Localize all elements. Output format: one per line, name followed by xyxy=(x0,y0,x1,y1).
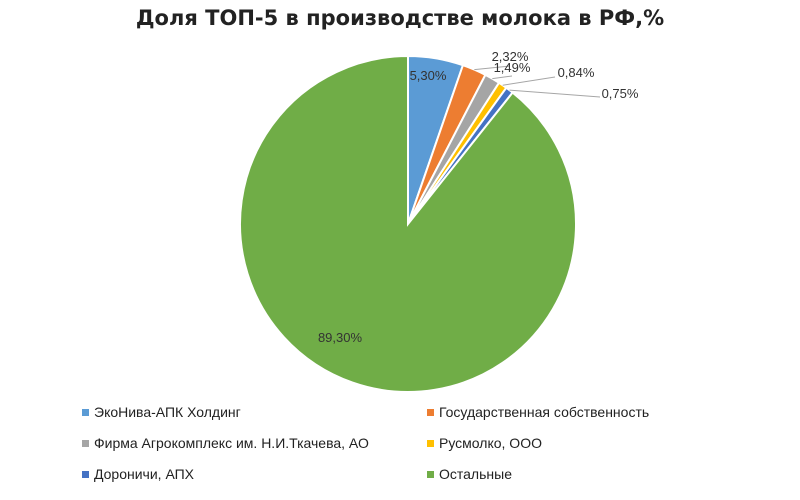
legend-label: ЭкоНива-АПК Холдинг xyxy=(94,404,241,420)
chart-title: Доля ТОП-5 в производстве молока в РФ,% xyxy=(135,6,665,30)
legend-swatch xyxy=(427,439,434,447)
legend-item-2: Государственная собственность xyxy=(427,402,727,422)
legend-swatch xyxy=(82,470,89,478)
legend-label: Фирма Агрокомплекс им. Н.И.Ткачева, АО xyxy=(94,435,369,451)
data-label-4: 0,84% xyxy=(558,65,595,80)
data-label-1: 5,30% xyxy=(410,68,447,83)
leader-line-3 xyxy=(492,75,513,80)
legend-swatch xyxy=(427,408,434,416)
data-label-3: 1,49% xyxy=(494,60,531,75)
legend-item-4: Русмолко, ООО xyxy=(427,433,727,453)
legend-swatch xyxy=(427,470,434,478)
legend-label: Остальные xyxy=(439,466,512,482)
data-label-5: 0,75% xyxy=(602,86,639,101)
pie-slice-6 xyxy=(239,54,577,393)
legend-item-6: Остальные xyxy=(427,464,727,484)
leader-line-2 xyxy=(474,65,511,71)
legend-label: Дороничи, АПХ xyxy=(94,466,195,482)
legend: ЭкоНива-АПК Холдинг Государственная собст… xyxy=(82,402,722,484)
legend-item-1: ЭкоНива-АПК Холдинг xyxy=(82,402,427,422)
leader-line-4 xyxy=(502,76,556,86)
data-label-6: 89,30% xyxy=(318,330,363,345)
legend-swatch xyxy=(82,439,89,447)
leader-line-5 xyxy=(509,89,601,98)
legend-label: Русмолко, ООО xyxy=(439,435,542,451)
pie-chart: 5,30% 2,32%1,49% 0,84% 0,75% 89,30% xyxy=(239,49,639,393)
legend-item-3: Фирма Агрокомплекс им. Н.И.Ткачева, АО xyxy=(82,433,427,453)
legend-swatch xyxy=(82,408,89,416)
legend-label: Государственная собственность xyxy=(439,404,650,420)
data-label-2: 2,32% xyxy=(492,49,529,64)
legend-item-5: Дороничи, АПХ xyxy=(82,464,427,484)
